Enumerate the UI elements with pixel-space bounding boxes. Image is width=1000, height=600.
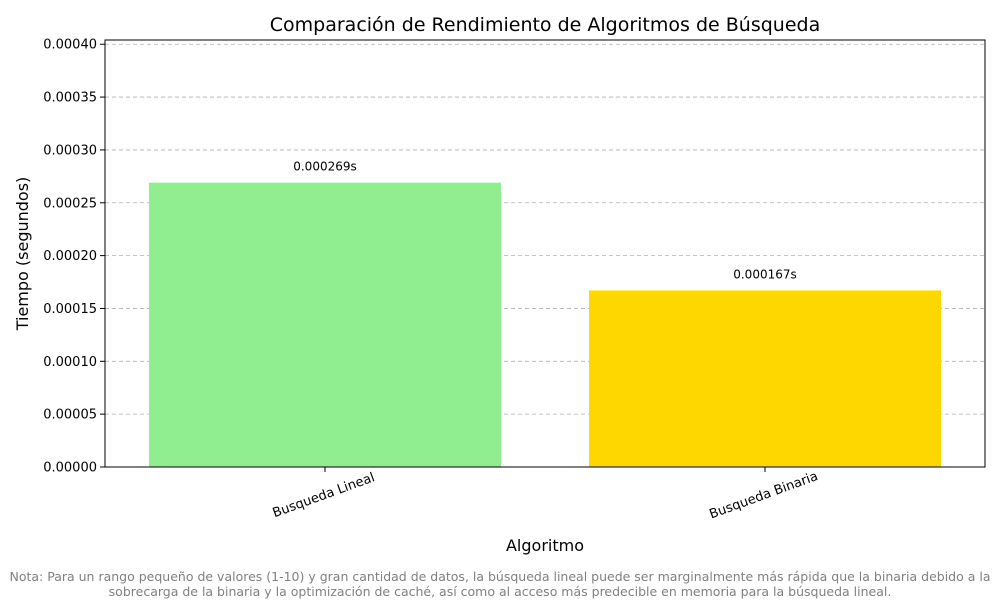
y-tick-label: 0.00000 (43, 461, 97, 476)
bar (589, 290, 941, 467)
y-tick-label: 0.00020 (43, 249, 97, 264)
bar (149, 182, 501, 467)
plot-frame (104, 39, 986, 468)
bar-value-label: 0.000167s (733, 267, 797, 281)
y-axis-label: Tiempo (segundos) (13, 177, 32, 332)
bar-value-label: 0.000269s (293, 160, 357, 174)
footnote: Nota: Para un rango pequeño de valores (… (0, 569, 1000, 599)
y-axis-ticks: 0.00000 0.00005 0.00010 0.00015 0.00020 0.000… (43, 38, 105, 476)
x-tick-label: Busqueda Lineal (271, 470, 377, 521)
data-labels: 0.000269s 0.000167s (293, 160, 797, 282)
y-tick-label: 0.00030 (43, 143, 97, 158)
bars (149, 182, 941, 467)
x-axis-label: Algoritmo (506, 536, 584, 555)
footnote-line-1: Nota: Para un rango pequeño de valores (… (9, 569, 991, 584)
y-tick-label: 0.00010 (43, 355, 97, 370)
y-tick-label: 0.00040 (43, 38, 97, 53)
x-axis-ticks: Busqueda Lineal Busqueda Binaria (271, 467, 820, 522)
y-tick-label: 0.00025 (43, 196, 97, 211)
y-tick-label: 0.00035 (43, 91, 97, 106)
chart-title: Comparación de Rendimiento de Algoritmos… (270, 14, 820, 36)
x-tick-label: Busqueda Binaria (707, 469, 820, 522)
y-tick-label: 0.00015 (43, 302, 97, 317)
y-tick-label: 0.00005 (43, 408, 97, 423)
footnote-line-2: sobrecarga de la binaria y la optimizaci… (108, 584, 892, 599)
